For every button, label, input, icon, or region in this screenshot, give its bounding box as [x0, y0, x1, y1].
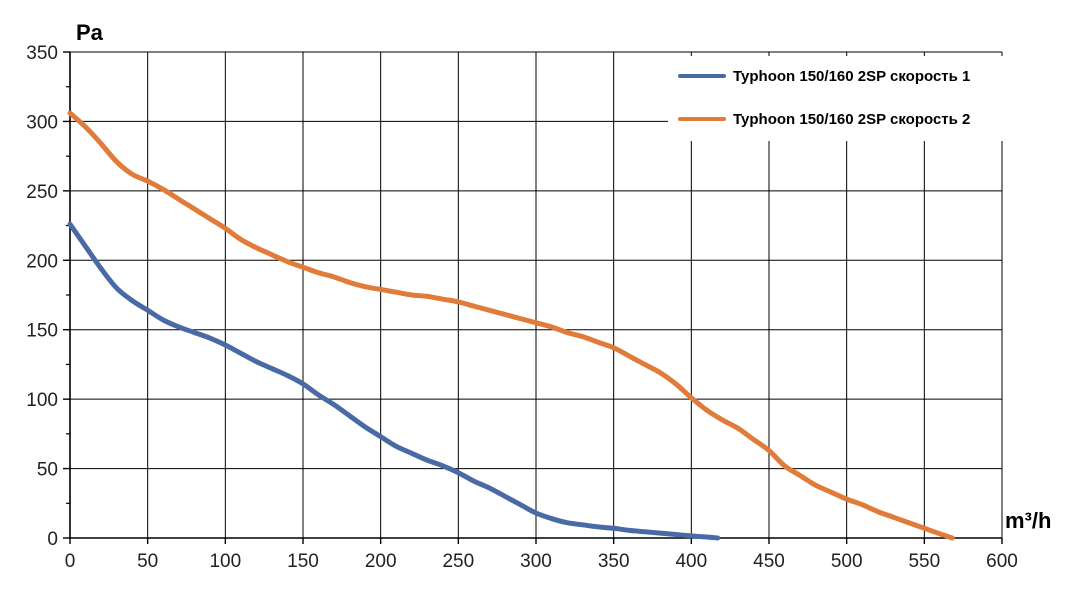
x-axis-ticks: 0 50 100 150 200 250 300 350 400 450 500 550 600 — [65, 538, 1018, 572]
x-tick-label: 250 — [442, 551, 474, 572]
y-tick-label: 350 — [26, 43, 58, 64]
x-tick-label: 200 — [365, 551, 397, 572]
x-axis-title: m³/h — [1005, 508, 1051, 533]
legend-label-2: Typhoon 150/160 2SP скорость 2 — [733, 111, 970, 128]
x-tick-label: 600 — [986, 551, 1018, 572]
series-lines — [67, 110, 955, 541]
x-tick-label: 550 — [908, 551, 940, 572]
x-tick-label: 150 — [287, 551, 319, 572]
y-tick-label: 0 — [47, 529, 58, 550]
legend-label-1: Typhoon 150/160 2SP скорость 1 — [733, 68, 970, 85]
x-tick-label: 450 — [753, 551, 785, 572]
x-tick-label: 100 — [209, 551, 241, 572]
y-tick-label: 200 — [26, 251, 58, 272]
x-tick-label: 300 — [520, 551, 552, 572]
x-tick-label: 50 — [137, 551, 158, 572]
y-tick-label: 250 — [26, 182, 58, 203]
x-tick-label: 500 — [831, 551, 863, 572]
y-tick-label: 300 — [26, 112, 58, 133]
series-line-2 — [67, 110, 955, 541]
y-tick-label: 100 — [26, 390, 58, 411]
legend-box — [668, 56, 1004, 141]
y-axis-ticks: 0 50 100 150 200 250 300 350 — [26, 43, 70, 550]
y-tick-label: 50 — [37, 460, 58, 481]
y-axis-title: Pa — [76, 20, 104, 45]
x-tick-label: 400 — [675, 551, 707, 572]
series-line-1 — [67, 221, 721, 541]
x-tick-label: 350 — [598, 551, 630, 572]
legend: Typhoon 150/160 2SP скорость 1 Typhoon 1… — [668, 56, 1004, 141]
y-tick-label: 150 — [26, 321, 58, 342]
x-tick-label: 0 — [65, 551, 76, 572]
